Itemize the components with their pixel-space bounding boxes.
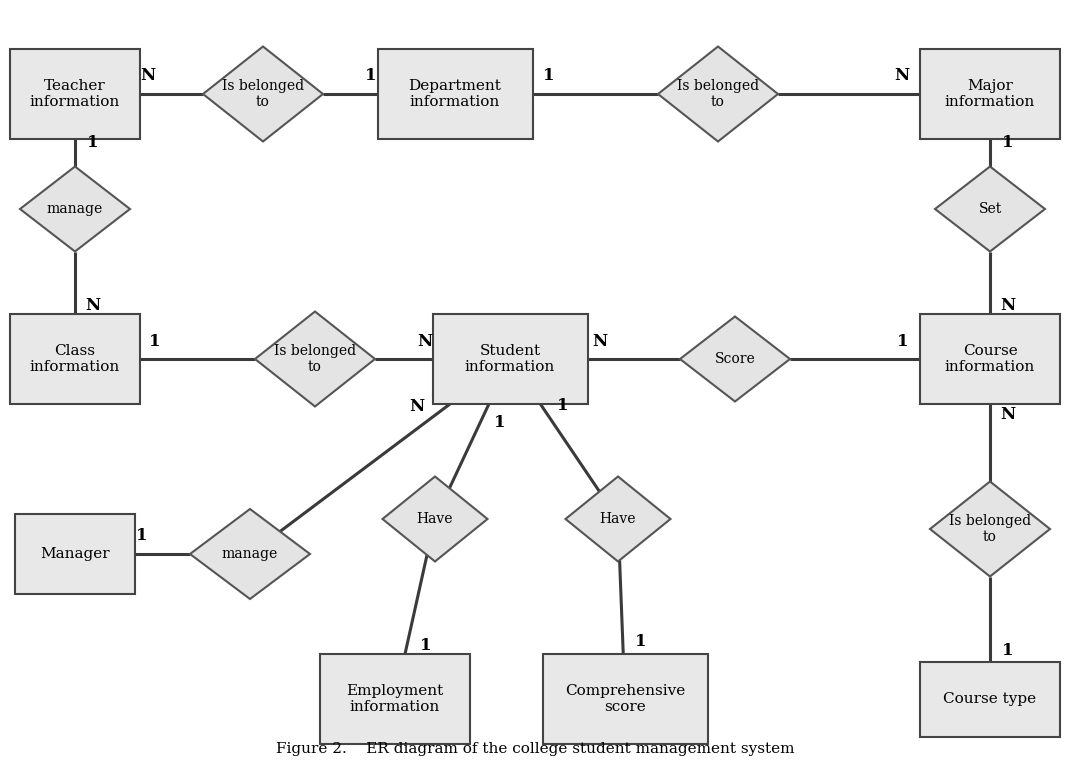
Text: manage: manage	[221, 547, 278, 561]
Bar	[432, 314, 587, 404]
Text: Figure 2.    ER diagram of the college student management system: Figure 2. ER diagram of the college stud…	[276, 742, 794, 756]
Text: 1: 1	[544, 67, 554, 84]
Bar	[920, 662, 1060, 737]
Text: Have: Have	[600, 512, 637, 526]
Text: Is belonged
to: Is belonged to	[949, 514, 1031, 544]
Text: Score: Score	[715, 352, 755, 366]
Text: Is belonged
to: Is belonged to	[274, 344, 356, 374]
Polygon shape	[382, 477, 488, 561]
Polygon shape	[20, 166, 129, 252]
Text: Employment
information: Employment information	[347, 684, 444, 714]
Bar	[920, 314, 1060, 404]
Text: Class
information: Class information	[30, 344, 120, 374]
Text: Course
information: Course information	[945, 344, 1035, 374]
Text: Manager: Manager	[41, 547, 110, 561]
Text: Course type: Course type	[944, 692, 1037, 706]
Text: N: N	[140, 67, 156, 84]
Text: 1: 1	[557, 397, 569, 414]
Polygon shape	[935, 166, 1045, 252]
Text: 1: 1	[365, 67, 377, 84]
Text: N: N	[1000, 406, 1015, 423]
Text: 1: 1	[149, 333, 160, 350]
Text: Have: Have	[416, 512, 454, 526]
Text: N: N	[86, 297, 101, 314]
Bar	[320, 654, 470, 744]
Text: N: N	[417, 333, 432, 350]
Text: 1: 1	[494, 414, 506, 431]
Bar	[10, 49, 140, 139]
Text: Department
information: Department information	[409, 79, 502, 109]
Polygon shape	[190, 509, 310, 599]
Bar	[542, 654, 707, 744]
Polygon shape	[681, 317, 790, 402]
Text: 1: 1	[1003, 642, 1013, 659]
Text: N: N	[592, 333, 607, 350]
Text: N: N	[1000, 297, 1015, 314]
Text: 1: 1	[136, 528, 148, 544]
Text: Teacher
information: Teacher information	[30, 79, 120, 109]
Bar	[10, 314, 140, 404]
Bar	[920, 49, 1060, 139]
Polygon shape	[930, 481, 1050, 577]
Text: 1: 1	[419, 636, 431, 653]
Text: 1: 1	[1003, 134, 1013, 151]
Polygon shape	[566, 477, 671, 561]
Text: N: N	[893, 67, 910, 84]
Text: 1: 1	[635, 632, 646, 649]
Text: 1: 1	[898, 333, 908, 350]
Polygon shape	[203, 46, 323, 142]
Text: Comprehensive
score: Comprehensive score	[565, 684, 685, 714]
Polygon shape	[255, 311, 374, 406]
Bar	[15, 514, 135, 594]
Text: Set: Set	[978, 202, 1002, 216]
Text: Is belonged
to: Is belonged to	[221, 79, 304, 109]
Text: N: N	[410, 398, 425, 415]
Text: manage: manage	[47, 202, 103, 216]
Polygon shape	[658, 46, 778, 142]
Text: Is belonged
to: Is belonged to	[677, 79, 759, 109]
Text: Student
information: Student information	[464, 344, 555, 374]
Text: 1: 1	[88, 134, 98, 151]
Bar	[378, 49, 533, 139]
Text: Major
information: Major information	[945, 79, 1035, 109]
